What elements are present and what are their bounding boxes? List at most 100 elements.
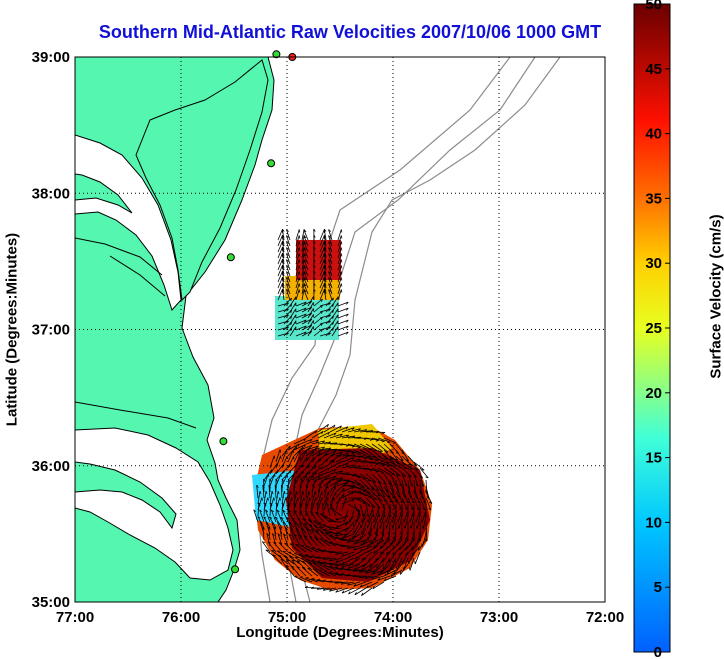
velocity-arrowhead [415,519,417,523]
velocity-arrow [319,271,325,283]
velocity-arrow [269,473,276,487]
velocity-arrowhead [344,528,347,532]
colorbar-tick-label: 35 [645,190,662,207]
velocity-arrowhead [346,568,350,571]
velocity-arrow [310,511,319,523]
velocity-arrowhead [313,228,316,232]
velocity-arrow [311,497,317,511]
velocity-arrowhead [340,477,344,480]
velocity-arrow [353,539,367,545]
velocity-arrowhead [341,536,345,539]
velocity-arrowhead [309,523,313,526]
velocity-arrow [270,509,277,523]
velocity-arrowhead [277,533,281,536]
velocity-arrows [253,228,433,596]
velocity-arrowhead [328,550,332,554]
velocity-arrowhead [328,247,331,250]
velocity-arrow [286,559,295,571]
velocity-arrow [286,277,291,289]
velocity-arrow [288,551,301,559]
velocity-arrow [273,541,283,553]
velocity-arrowhead [400,459,404,462]
velocity-arrowhead [354,556,357,560]
velocity-arrow [294,576,307,583]
velocity-arrow [289,326,297,337]
velocity-arrow [391,509,397,523]
velocity-arrow [395,479,400,493]
colorbar-tick-label: 5 [654,579,662,596]
velocity-arrowhead [398,552,401,556]
velocity-arrow [337,313,349,319]
velocity-arrow [335,515,349,521]
velocity-arrowhead [333,424,336,428]
velocity-arrowhead [421,484,425,487]
velocity-arrow [340,545,355,547]
x-tick-label: 73:00 [480,609,518,626]
velocity-arrow [297,517,307,529]
velocity-arrowhead [412,538,415,542]
velocity-arrowhead [303,444,307,448]
velocity-arrowhead [346,453,350,456]
velocity-arrow [411,539,421,551]
velocity-arrowhead [299,534,303,537]
velocity-arrow [281,241,285,253]
velocity-arrowhead [264,502,267,506]
velocity-arrow [323,491,329,505]
velocity-arrowhead [327,497,329,501]
velocity-arrow [360,545,373,552]
velocity-arrowhead [277,521,280,525]
velocity-arrowhead [399,507,403,510]
velocity-arrow [269,502,272,517]
velocity-arrowhead [322,549,326,552]
velocity-arrow [299,444,313,451]
velocity-arrow [319,259,325,271]
velocity-arrowhead [340,235,343,239]
velocity-arrowhead [313,240,316,244]
velocity-arrowhead [346,331,349,335]
velocity-arrow [323,550,337,553]
velocity-arrow [425,497,432,511]
velocity-arrowhead [299,553,303,555]
velocity-arrow [293,491,297,505]
velocity-arrow [413,467,423,478]
velocity-arrow [407,491,415,504]
velocity-arrow [307,308,314,319]
velocity-arrowhead [329,565,333,567]
velocity-arrowhead [377,577,381,581]
velocity-arrowhead [361,592,364,596]
colorbar-tick-label: 15 [645,450,662,467]
velocity-arrow [341,486,355,493]
velocity-arrow [311,491,316,505]
velocity-arrow [401,497,408,510]
velocity-arrowhead [286,235,289,238]
velocity-arrow [317,497,323,511]
velocity-arrow [301,265,305,277]
velocity-arrowhead [323,234,327,238]
velocity-arrowhead [321,491,323,495]
colorbar-label: Surface Velocity (cm/s) [707,214,724,379]
velocity-arrowhead [367,519,369,523]
velocity-arrow [303,229,309,241]
velocity-arrowhead [284,542,288,545]
velocity-arrow [331,308,339,319]
velocity-arrow [319,253,325,265]
velocity-arrowhead [266,533,270,536]
velocity-arrowhead [323,264,327,268]
velocity-arrowhead [282,258,285,262]
velocity-arrowhead [335,524,339,528]
velocity-arrow [277,283,283,295]
velocity-arrow [348,551,361,559]
velocity-arrow [371,455,384,462]
velocity-arrowhead [391,525,394,529]
velocity-arrow [329,565,343,571]
velocity-arrowhead [425,476,429,479]
velocity-arrow [323,562,337,565]
velocity-arrow [265,509,271,523]
velocity-arrow [401,449,410,462]
velocity-arrowhead [402,475,407,477]
velocity-arrowhead [329,571,333,573]
velocity-arrow [323,235,327,247]
velocity-arrowhead [394,500,398,503]
velocity-arrowhead [380,489,384,493]
velocity-arrowhead [303,247,307,251]
